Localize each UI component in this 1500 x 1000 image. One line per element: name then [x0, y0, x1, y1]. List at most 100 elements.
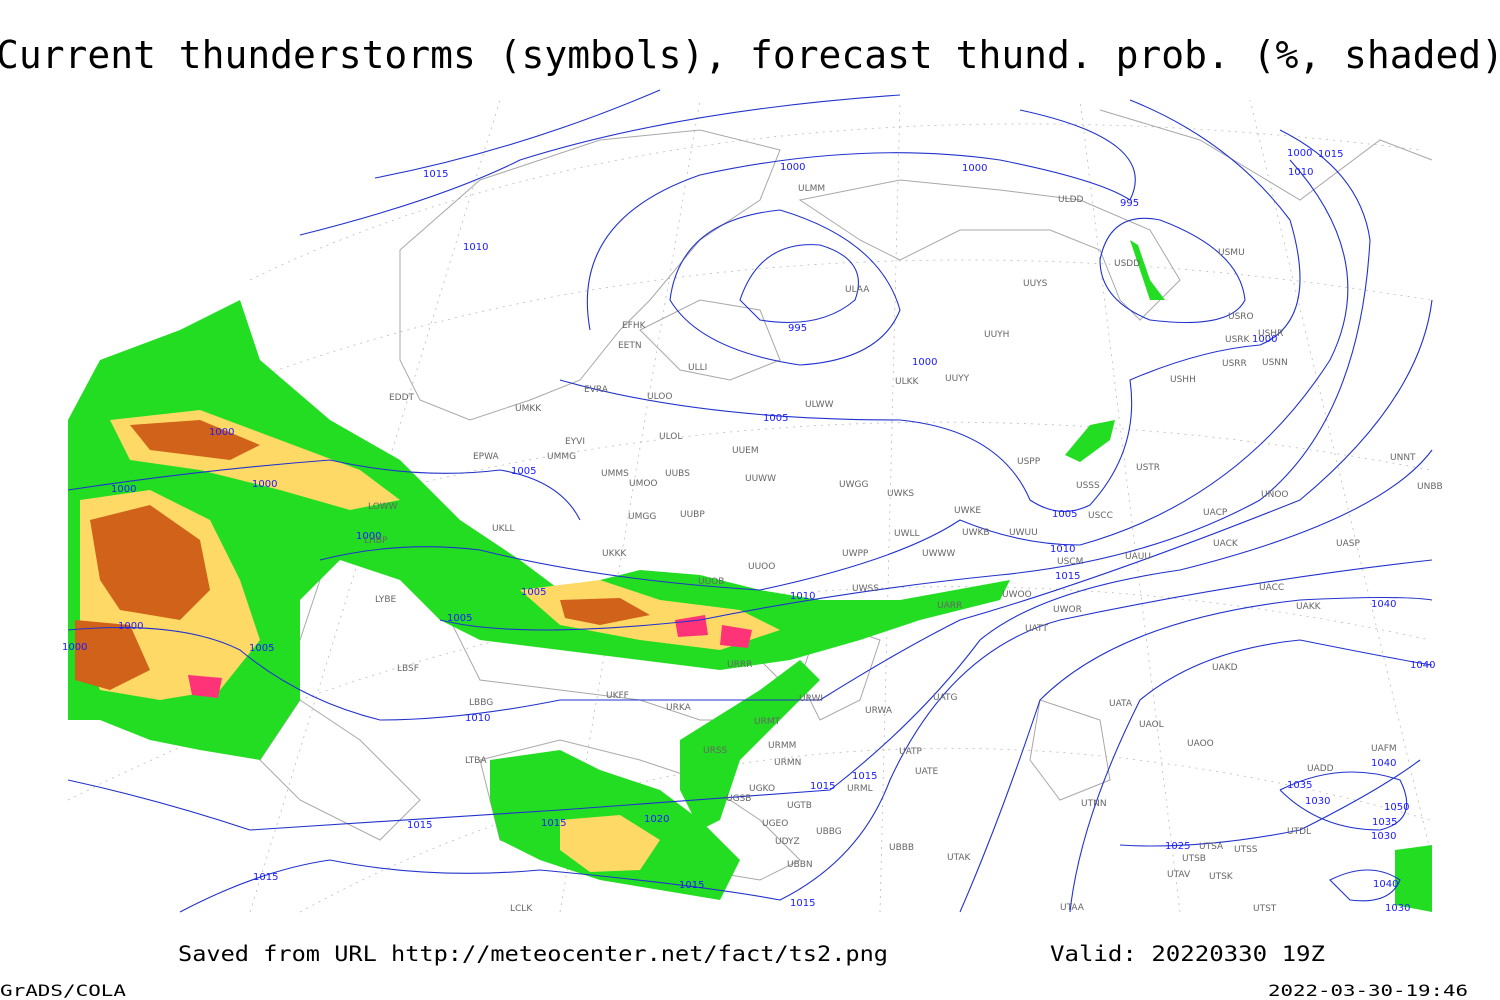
- station-label: EFHK: [622, 321, 647, 331]
- station-label: LOWW: [368, 502, 398, 512]
- probability-shading: [68, 240, 1432, 912]
- station-label: UUBP: [680, 510, 705, 520]
- shade-low: [1065, 420, 1115, 462]
- station-label: LCLK: [510, 904, 533, 914]
- isobar-label: 1025: [1165, 841, 1190, 852]
- grid-line: [1249, 99, 1431, 851]
- grid-line: [879, 99, 901, 913]
- station-label: UKFF: [606, 691, 629, 701]
- station-label: UDYZ: [775, 837, 800, 847]
- station-label: ULAA: [845, 285, 870, 295]
- isobar: [67, 299, 1433, 721]
- station-label: UMGG: [628, 512, 656, 522]
- isobar: [669, 209, 901, 366]
- isobar-label: 1030: [1305, 796, 1330, 807]
- isobar-label: 1015: [1055, 571, 1080, 582]
- station-label: UATE: [915, 767, 939, 777]
- station-label: LHBP: [364, 536, 388, 546]
- station-label: UBBG: [816, 827, 842, 837]
- isobar-label: 1040: [1371, 758, 1396, 769]
- isobar-label: 1015: [852, 771, 877, 782]
- station-label: UWLL: [894, 529, 920, 539]
- station-label: LTBA: [465, 756, 487, 766]
- station-label: URRR: [727, 660, 752, 670]
- station-label: UWOO: [1002, 590, 1032, 600]
- station-label: UAKD: [1212, 663, 1238, 673]
- isobar-label: 1040: [1373, 879, 1398, 890]
- station-label: UBBB: [889, 843, 914, 853]
- isobar-label: 1030: [1371, 831, 1396, 842]
- station-label: ULOO: [647, 392, 672, 402]
- isobar-label: 1015: [407, 820, 432, 831]
- isobar: [586, 109, 1136, 331]
- isobar-label: 1035: [1287, 780, 1312, 791]
- station-label: LBBG: [469, 698, 493, 708]
- station-label: UWKB: [962, 528, 990, 538]
- isobar-label: 1010: [790, 591, 815, 602]
- station-label: UMMG: [547, 452, 576, 462]
- isobar: [439, 129, 1371, 631]
- station-label: UAUU: [1125, 552, 1151, 562]
- isobar: [1099, 217, 1246, 324]
- station-label: UUWW: [745, 474, 776, 484]
- station-label: USCC: [1088, 511, 1113, 521]
- station-label: UWKS: [887, 489, 914, 499]
- station-label: LBSF: [397, 664, 419, 674]
- isobar: [374, 89, 661, 179]
- isobar: [739, 244, 859, 324]
- isobar: [1119, 759, 1421, 902]
- station-label: USCM: [1057, 557, 1083, 567]
- isobar-label: 1040: [1410, 660, 1435, 671]
- station-label: UGTB: [787, 801, 812, 811]
- station-label: UWKE: [954, 506, 981, 516]
- station-label: UNNT: [1390, 453, 1416, 463]
- isobar-label: 1010: [465, 713, 490, 724]
- credit: GrADS/COLA: [0, 981, 126, 1000]
- station-label: UTSK: [1209, 872, 1234, 882]
- isobar-label: 1005: [521, 587, 546, 598]
- isobar-label: 1000: [356, 531, 381, 542]
- map: 1015 1000 1000 995 1000 1015 1010 1010 995 1000 10…: [62, 88, 1443, 914]
- station-label: USTR: [1136, 463, 1160, 473]
- isobar-label: 1000: [209, 427, 234, 438]
- isobar-label: 1015: [1318, 149, 1343, 160]
- station-label: USNN: [1262, 358, 1288, 368]
- coastline: [1099, 109, 1433, 201]
- shade-low: [1130, 240, 1165, 300]
- isobar-label: 1010: [1288, 167, 1313, 178]
- station-label: ULKK: [895, 377, 920, 387]
- isobar: [319, 159, 1349, 591]
- grid-line: [249, 99, 501, 913]
- station-label: UWUU: [1009, 528, 1038, 538]
- station-label: UAFM: [1371, 744, 1397, 754]
- isobar-label: 1015: [423, 169, 448, 180]
- isobar-label: 1010: [463, 242, 488, 253]
- station-label: UUOO: [748, 562, 775, 572]
- station-label: UUBS: [665, 469, 690, 479]
- isobar: [67, 459, 581, 521]
- station-label: UATT: [1025, 624, 1048, 634]
- isobar-label: 1015: [541, 818, 566, 829]
- station-label: UMMS: [601, 469, 629, 479]
- station-label: UUEM: [732, 446, 759, 456]
- station-label: UAOL: [1139, 720, 1164, 730]
- station-label: UNOO: [1261, 490, 1289, 500]
- isobar-label: 1005: [447, 613, 472, 624]
- station-label: UMKK: [515, 404, 542, 414]
- isobar: [959, 596, 1433, 913]
- isobar-label: 1000: [1252, 334, 1277, 345]
- isobar-label: 995: [1120, 198, 1139, 209]
- station-label: USPP: [1017, 457, 1041, 467]
- station-label: URWA: [865, 706, 893, 716]
- station-label: UWSS: [852, 584, 879, 594]
- isobar-label: 1020: [644, 814, 669, 825]
- station-label: UTAV: [1167, 870, 1191, 880]
- station-label: EETN: [618, 341, 642, 351]
- isobar-label: 1000: [962, 163, 987, 174]
- grid-line: [249, 123, 1421, 281]
- station-label: ULMM: [798, 184, 825, 194]
- station-label: UACC: [1259, 583, 1284, 593]
- station-label: UGEO: [762, 819, 788, 829]
